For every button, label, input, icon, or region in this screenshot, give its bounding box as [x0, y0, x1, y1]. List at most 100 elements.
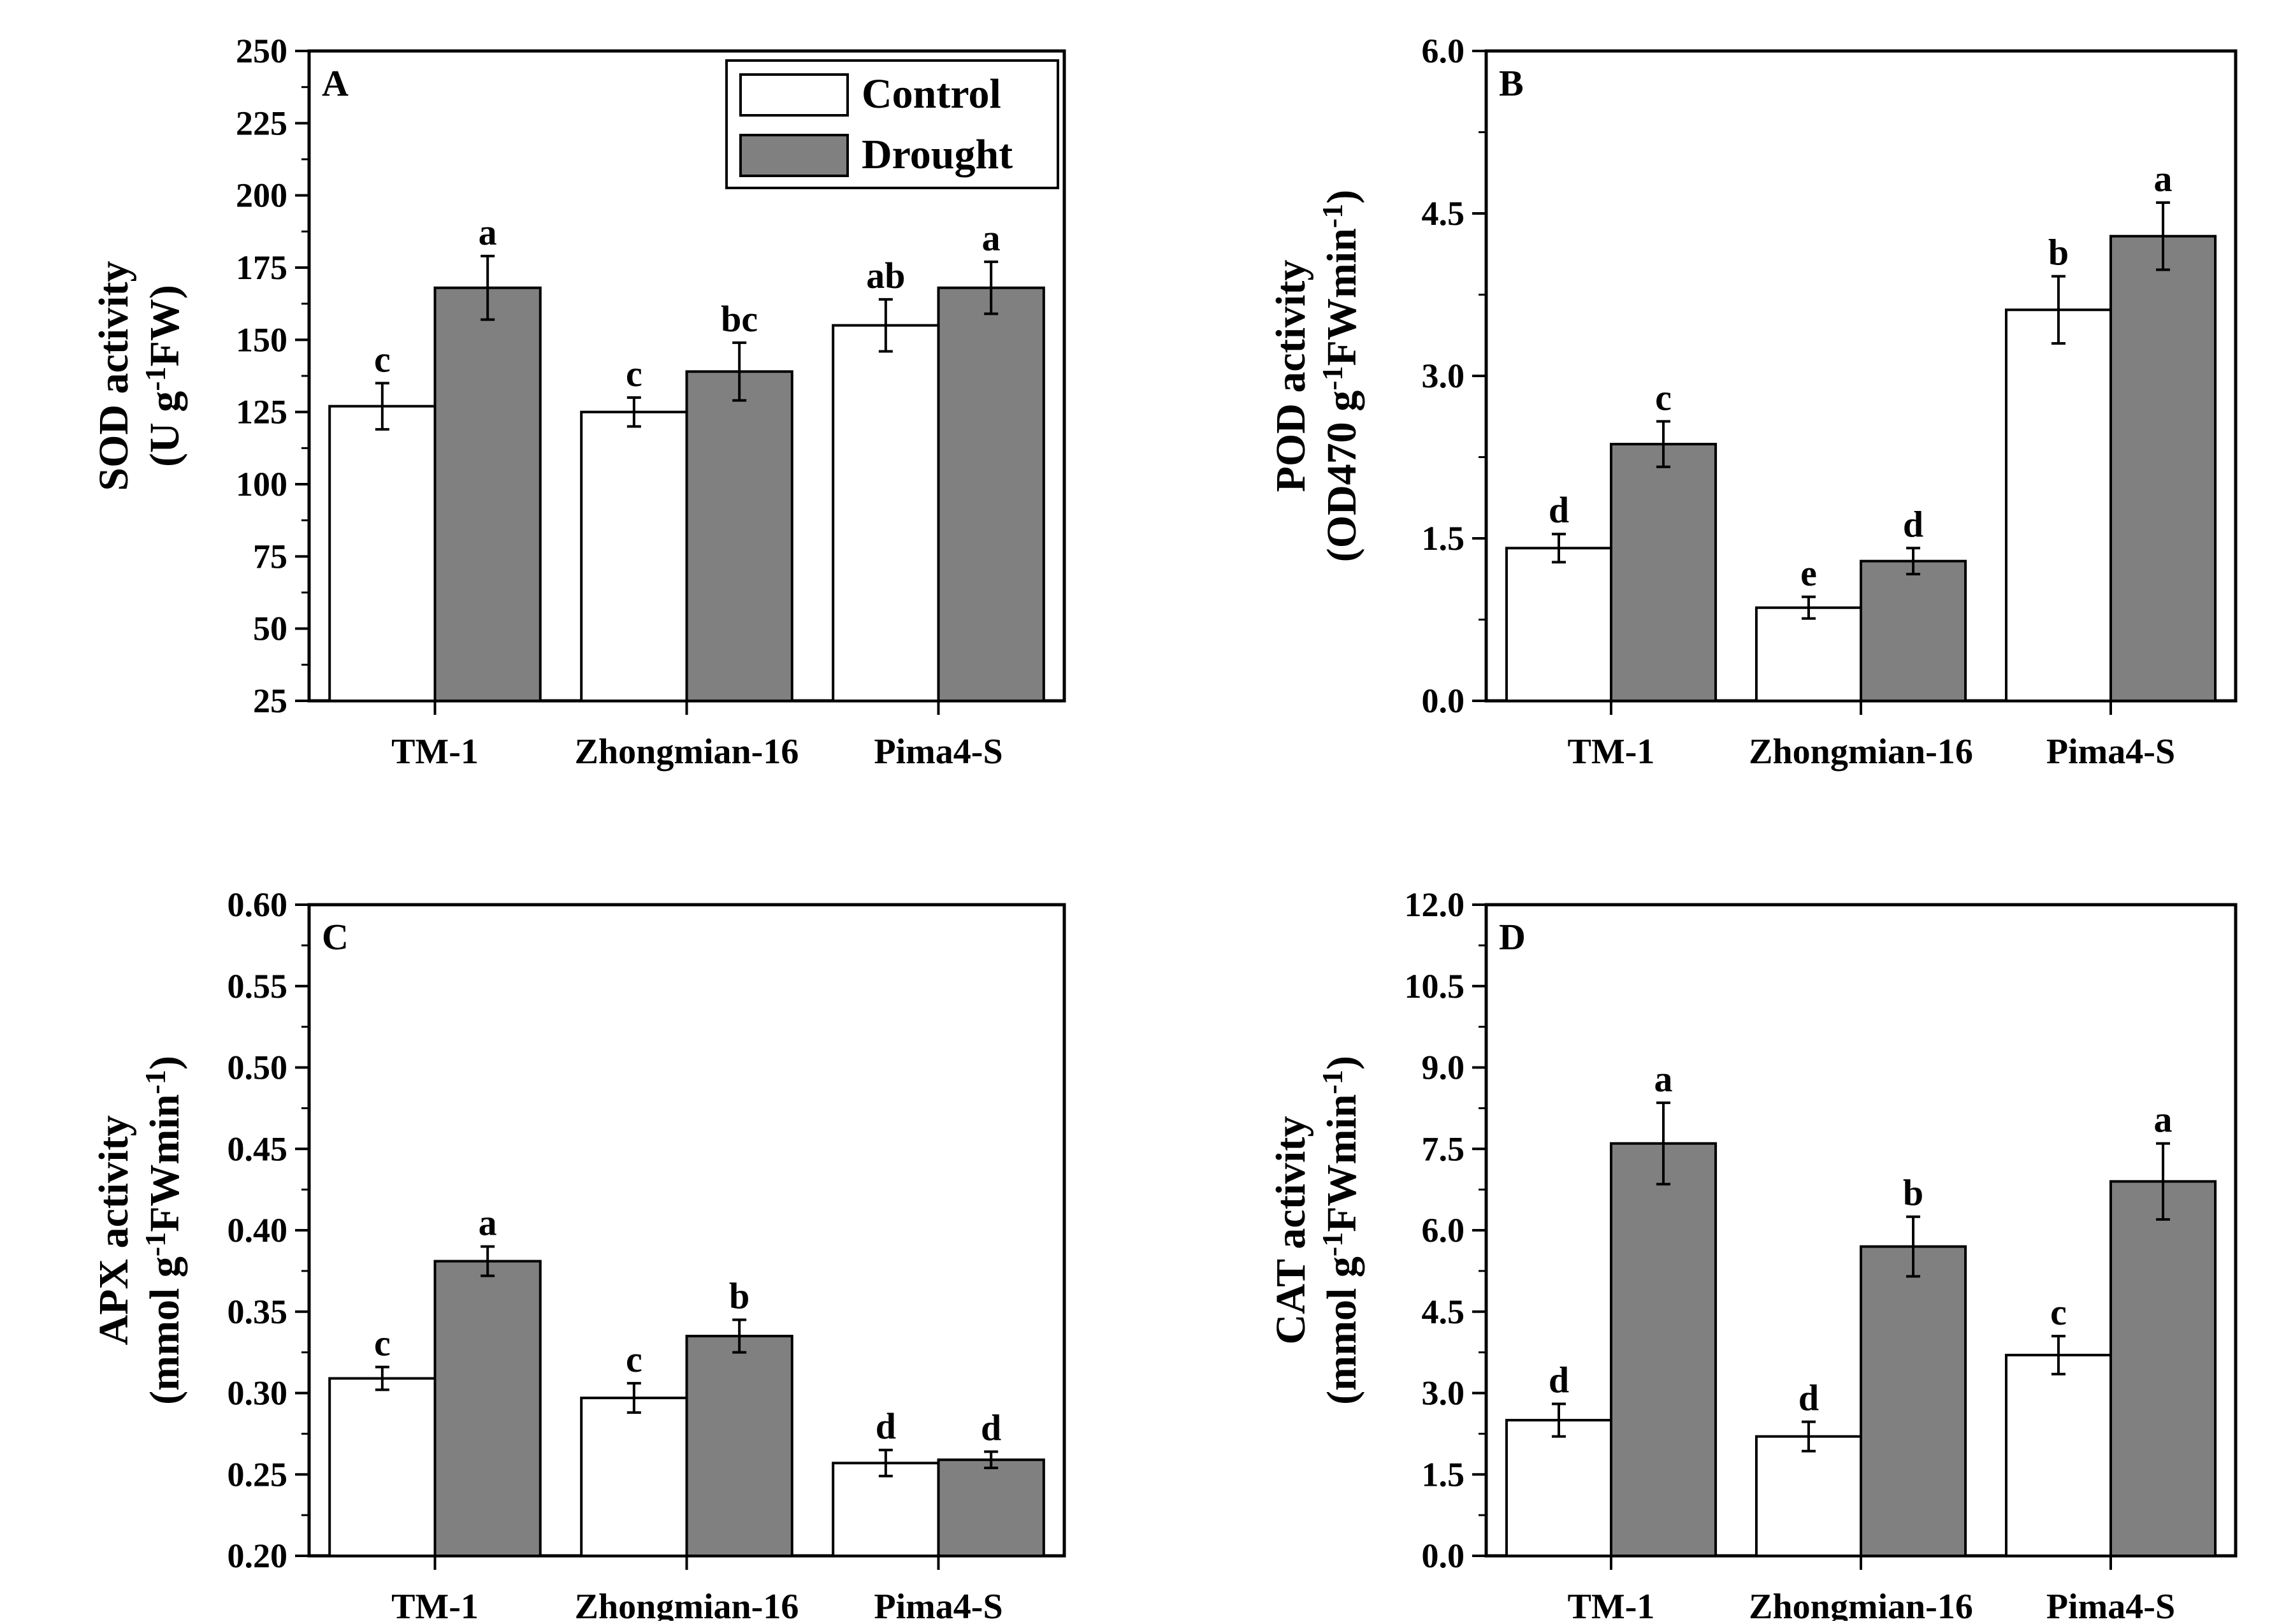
y-tick-label: 6.0 [1422, 1211, 1465, 1249]
unit-superscript: -1 [139, 1232, 171, 1256]
y-tick-label: 0.0 [1422, 682, 1465, 720]
significance-letter: d [1549, 489, 1569, 531]
y-tick-label: 0.50 [228, 1049, 288, 1087]
y-axis-title: SOD activity [90, 261, 137, 491]
y-tick-label: 3.0 [1422, 1374, 1465, 1412]
unit-superscript: -1 [139, 1070, 171, 1094]
y-tick-label: 4.5 [1422, 1293, 1465, 1331]
significance-letter: c [2050, 1291, 2067, 1333]
bar-control [328, 1377, 437, 1557]
legend-label: Control [862, 71, 1001, 117]
unit-superscript: -1 [1316, 204, 1349, 228]
bar-control [328, 405, 437, 702]
bar-drought [2109, 1180, 2217, 1557]
y-tick-label: 3.0 [1422, 357, 1465, 395]
panel-label: D [1499, 916, 1526, 958]
y-axis-units: (mmol g-1FWmin-1) [139, 1056, 188, 1405]
unit-text: FWmin [1319, 228, 1365, 366]
y-tick-label: 50 [253, 610, 287, 648]
significance-letter: c [626, 353, 642, 394]
legend-swatch-drought [739, 134, 849, 177]
unit-text: ) [141, 1056, 188, 1070]
x-category-label: Pima4-S [2046, 1587, 2175, 1621]
y-tick-label: 0.20 [228, 1537, 288, 1575]
y-tick-label: 0.60 [228, 886, 288, 924]
bar-drought [937, 1458, 1045, 1557]
panel-label: B [1499, 62, 1524, 104]
y-tick-label: 1.5 [1422, 1455, 1465, 1493]
unit-text: (mmol g [141, 1256, 188, 1405]
x-category-label: Zhongmian-16 [575, 732, 799, 772]
bar-control [1754, 1435, 1862, 1557]
y-axis-units: (mmol g-1FWmin-1) [1316, 1056, 1365, 1405]
y-tick-label: 4.5 [1422, 194, 1465, 233]
significance-letter: b [1903, 1172, 1923, 1214]
y-tick-label: 25 [253, 682, 287, 720]
y-tick-label: 250 [236, 32, 287, 70]
unit-text: FWmin [1319, 1094, 1365, 1232]
bar-control [832, 1462, 940, 1557]
y-tick-label: 0.0 [1422, 1537, 1465, 1575]
x-category-label: Pima4-S [2046, 732, 2175, 772]
bar-drought [685, 370, 793, 702]
significance-letter: a [479, 212, 497, 253]
bar-control [832, 324, 940, 702]
chart-legend: Control Drought [725, 59, 1059, 189]
y-tick-label: 10.5 [1405, 967, 1465, 1005]
panel-label: C [322, 916, 349, 958]
bar-drought [937, 286, 1045, 702]
significance-letter: b [2048, 232, 2069, 273]
bar-control [1505, 547, 1612, 702]
unit-text: ) [1319, 1056, 1365, 1070]
bar-drought [433, 286, 542, 702]
significance-letter: e [1800, 552, 1817, 594]
x-category-label: Zhongmian-16 [575, 1587, 799, 1621]
y-tick-label: 0.55 [228, 967, 288, 1005]
unit-text: (OD470 g [1319, 391, 1365, 562]
legend-swatch-control [739, 73, 849, 117]
y-tick-label: 200 [236, 176, 287, 215]
x-category-label: Pima4-S [874, 732, 1002, 772]
significance-letter: ab [866, 255, 905, 296]
bar-control [2004, 308, 2112, 702]
significance-letter: c [374, 1323, 391, 1364]
x-category-label: TM-1 [391, 732, 479, 772]
y-tick-label: 9.0 [1422, 1049, 1465, 1087]
significance-letter: a [2154, 158, 2173, 199]
y-tick-label: 175 [236, 248, 287, 287]
significance-letter: d [1798, 1377, 1819, 1419]
unit-text: (mmol g [1319, 1256, 1365, 1405]
y-tick-label: 125 [236, 393, 287, 431]
y-tick-label: 0.25 [228, 1455, 288, 1493]
y-tick-label: 0.35 [228, 1293, 288, 1331]
unit-text: (U g [141, 391, 188, 467]
x-category-label: TM-1 [1568, 732, 1655, 772]
y-tick-label: 12.0 [1405, 886, 1465, 924]
legend-label: Drought [862, 131, 1013, 178]
significance-letter: c [1655, 377, 1672, 418]
bar-drought [1860, 1245, 1967, 1558]
significance-letter: c [374, 338, 391, 380]
panel-label: A [322, 62, 349, 104]
significance-letter: a [1654, 1058, 1673, 1100]
bar-drought [1860, 559, 1967, 703]
bar-control [1754, 606, 1862, 702]
chart-panel-a: 25 50 75 100 125 150 175 200 225 250 SOD activity(… [90, 32, 1066, 772]
y-tick-label: 100 [236, 465, 287, 503]
y-tick-label: 0.30 [228, 1374, 288, 1412]
bar-drought [685, 1335, 793, 1557]
bar-control [580, 1397, 688, 1558]
bar-drought [2109, 234, 2217, 702]
y-tick-label: 6.0 [1422, 32, 1465, 70]
y-tick-label: 0.40 [228, 1211, 288, 1249]
y-tick-label: 0.45 [228, 1130, 288, 1168]
y-tick-label: 225 [236, 104, 287, 142]
unit-superscript: -1 [139, 366, 171, 391]
y-axis-title: POD activity [1268, 260, 1314, 492]
bar-drought [1610, 443, 1718, 702]
unit-text: FWmin [141, 1094, 188, 1232]
unit-superscript: -1 [1316, 366, 1349, 390]
y-tick-label: 7.5 [1422, 1130, 1465, 1168]
